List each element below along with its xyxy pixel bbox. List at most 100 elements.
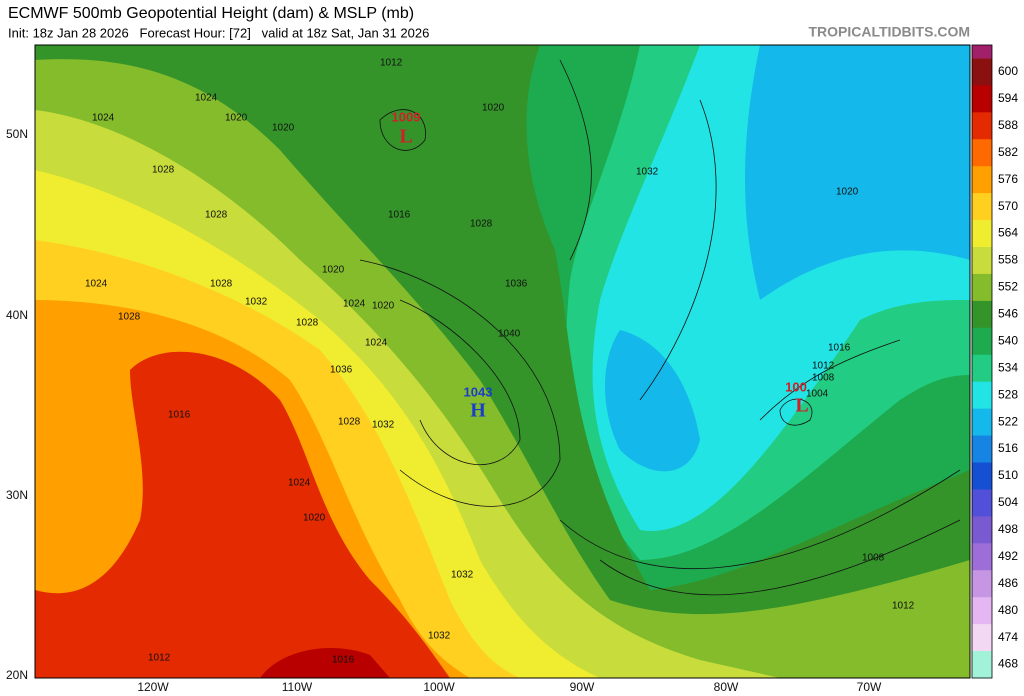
isobar-label: 1032 — [428, 631, 451, 642]
isobar-label: 1020 — [482, 103, 505, 114]
isobar-label: 1028 — [296, 318, 319, 329]
colorbar-label: 534 — [998, 360, 1018, 374]
colorbar-label: 594 — [998, 91, 1018, 105]
colorbar-label: 516 — [998, 441, 1018, 455]
isobar-label: 1024 — [365, 338, 388, 349]
colorbar-label: 480 — [998, 603, 1018, 617]
isobar-label: 1032 — [245, 297, 268, 308]
isobar-label: 1024 — [288, 478, 311, 489]
colorbar-cell — [972, 435, 992, 464]
colorbar: 600 594 588 582 576 570 564 558 552 546 540 534 528 5… — [971, 44, 1018, 679]
colorbar-cell — [972, 651, 992, 679]
colorbar-cell — [972, 327, 992, 356]
colorbar-label: 510 — [998, 468, 1018, 482]
isobar-label: 1020 — [836, 187, 859, 198]
isobar-label: 1008 — [862, 553, 885, 564]
isobar-label: 1036 — [505, 279, 528, 290]
colorbar-cell — [972, 58, 992, 86]
lat-label: 40N — [6, 308, 28, 322]
colorbar-label: 492 — [998, 549, 1018, 563]
colorbar-label: 552 — [998, 280, 1018, 294]
colorbar-cell — [972, 408, 992, 437]
isobars — [359, 59, 961, 596]
isobar-label: 1028 — [205, 210, 228, 221]
isobar-label: 1020 — [225, 113, 248, 124]
lon-label: 110W — [282, 680, 313, 694]
colorbar-label: 522 — [998, 414, 1018, 428]
low-pressure-value: 1009 — [392, 109, 421, 124]
isobar-label: 1040 — [498, 329, 521, 340]
colorbar-cell — [972, 354, 992, 383]
colorbar-cell — [972, 300, 992, 329]
isobar-label: 1024 — [92, 113, 115, 124]
low-pressure-value: 100 — [785, 379, 807, 394]
lat-label: 30N — [6, 488, 28, 502]
low-symbol: L — [399, 126, 412, 148]
colorbar-label: 474 — [998, 630, 1018, 644]
lon-label: 100W — [423, 680, 455, 694]
isobar-label: 1016 — [168, 410, 191, 421]
subtitle: Init: 18z Jan 28 2026 Forecast Hour: [72… — [8, 25, 429, 40]
colorbar-cell — [972, 273, 992, 302]
lat-label: 50N — [6, 127, 28, 141]
high-symbol: H — [470, 400, 486, 422]
isobar-label: 1016 — [332, 655, 355, 666]
isobar-label: 1028 — [338, 417, 361, 428]
colorbar-cell — [972, 193, 992, 221]
colorbar-cell — [972, 597, 992, 625]
height-fill — [35, 45, 970, 678]
pressure-centers: 1009 L 1043 H 100 L — [392, 109, 809, 421]
isobar-labels: 1012 1024 1024 1020 1020 1020 1028 1028 … — [85, 58, 915, 666]
high-pressure-value: 1043 — [464, 384, 493, 399]
isobar-label: 1032 — [451, 570, 474, 581]
colorbar-cell — [972, 166, 992, 194]
colorbar-label: 528 — [998, 387, 1018, 401]
isobar-label: 1020 — [322, 265, 345, 276]
colorbar-label: 546 — [998, 307, 1018, 321]
colorbar-label: 570 — [998, 199, 1018, 213]
colorbar-label: 558 — [998, 253, 1018, 267]
colorbar-cell — [972, 543, 992, 571]
colorbar-cell — [972, 624, 992, 652]
isobar-label: 1004 — [806, 389, 829, 400]
colorbar-label: 486 — [998, 576, 1018, 590]
isobar-label: 1036 — [330, 365, 353, 376]
isobar-label: 1024 — [85, 279, 108, 290]
isobar-label: 1028 — [152, 165, 175, 176]
isobar-label: 1028 — [210, 279, 233, 290]
colorbar-label: 588 — [998, 118, 1018, 132]
colorbar-label: 468 — [998, 657, 1018, 671]
lat-label: 20N — [6, 668, 28, 682]
isobar-label: 1016 — [388, 210, 411, 221]
isobar-label: 1028 — [470, 219, 493, 230]
colorbar-cell — [972, 85, 992, 113]
isobar-label: 1032 — [372, 420, 395, 431]
colorbar-label: 540 — [998, 333, 1018, 347]
colorbar-label: 582 — [998, 145, 1018, 159]
isobar-label: 1020 — [372, 301, 395, 312]
colorbar-label: 576 — [998, 172, 1018, 186]
isobar-label: 1012 — [892, 601, 915, 612]
colorbar-cell — [972, 516, 992, 544]
lon-label: 90W — [570, 680, 595, 694]
watermark: TROPICALTIDBITS.COM — [808, 24, 970, 40]
colorbar-cell — [972, 220, 992, 248]
isobar-label: 1012 — [380, 58, 403, 69]
colorbar-cell — [972, 247, 992, 275]
colorbar-cell — [972, 570, 992, 598]
colorbar-label: 600 — [998, 64, 1018, 78]
axis-labels: 50N 40N 30N 20N 120W 110W 100W 90W 80W 7… — [6, 127, 882, 694]
isobar-label: 1008 — [812, 373, 835, 384]
map-frame — [34, 44, 971, 679]
colorbar-label: 564 — [998, 226, 1018, 240]
isobar-label: 1032 — [636, 167, 659, 178]
isobar-label: 1020 — [272, 123, 295, 134]
isobar-label: 1012 — [148, 653, 171, 664]
lon-label: 120W — [137, 680, 169, 694]
low-symbol: L — [795, 395, 808, 417]
colorbar-cell — [972, 462, 992, 490]
colorbar-cell — [972, 381, 992, 410]
colorbar-cap — [972, 45, 992, 59]
colorbar-cell — [972, 489, 992, 517]
